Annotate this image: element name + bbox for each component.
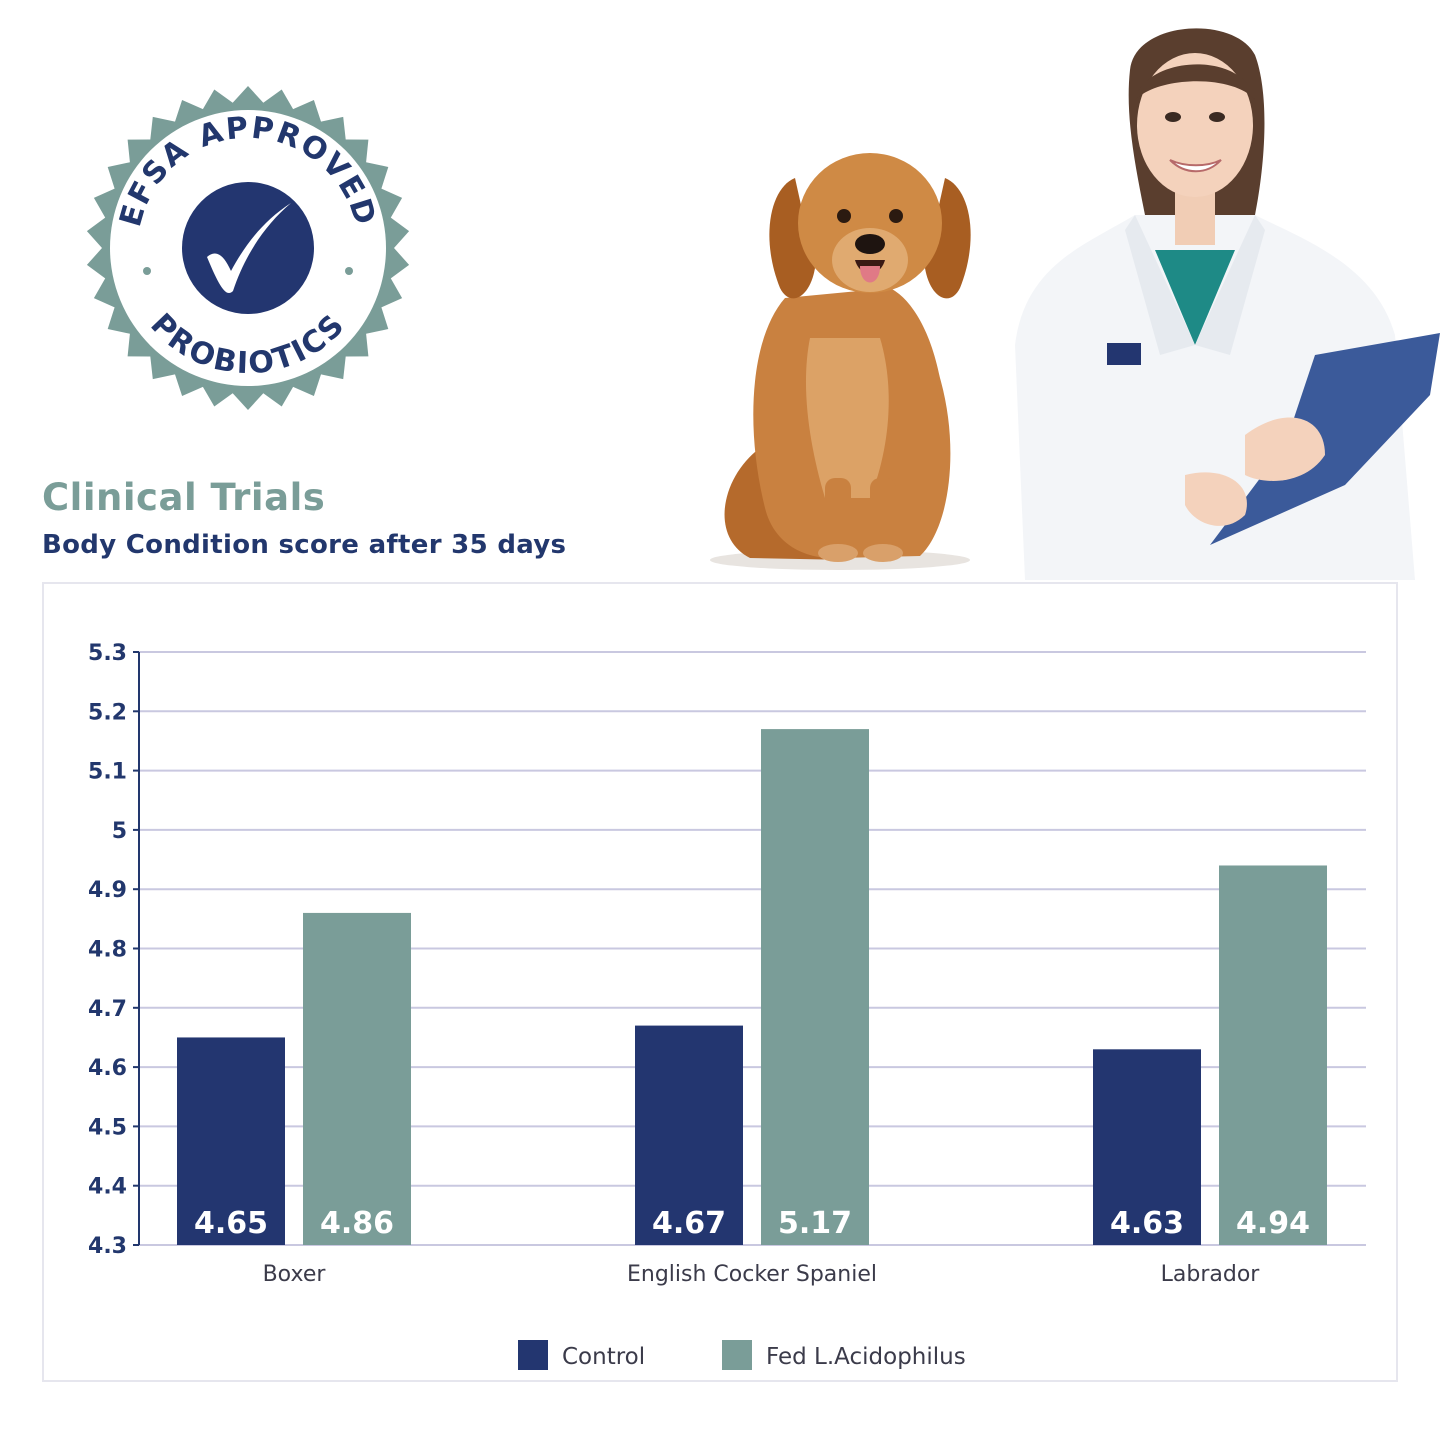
x-category-label: Boxer [263,1262,327,1287]
bar [303,912,411,1245]
bar [1093,1049,1201,1245]
bar-value-label: 4.86 [320,1206,394,1241]
chart-subtitle: Body Condition score after 35 days [42,530,567,560]
x-category-label: English Cocker Spaniel [627,1262,877,1287]
y-tick-label: 5 [112,819,127,844]
bar-value-label: 4.65 [194,1206,268,1241]
golden-retriever-image [710,153,971,570]
y-tick-label: 4.6 [88,1056,127,1081]
chart-title: Clinical Trials [42,476,326,519]
veterinarian-image [1015,28,1440,580]
y-tick-label: 4.9 [88,878,127,903]
bar-chart: 4.3 4.4 4.5 4.6 4.7 4.8 4.9 5 5.1 5.2 5.3 4.65 4.86 B… [88,641,1366,1370]
legend-label: Control [562,1344,645,1370]
bar [761,729,869,1245]
legend-swatch [722,1340,752,1370]
chart-panel: 4.3 4.4 4.5 4.6 4.7 4.8 4.9 5 5.1 5.2 5.3 4.65 4.86 B… [42,582,1398,1382]
legend-swatch [518,1340,548,1370]
y-tick-label: 5.2 [88,700,127,725]
y-tick-label: 4.3 [88,1234,127,1259]
legend-label: Fed L.Acidophilus [766,1344,966,1370]
y-tick-label: 4.4 [88,1175,127,1200]
bar-value-label: 4.67 [652,1206,726,1241]
bar-value-label: 4.94 [1236,1206,1310,1241]
x-category-label: Labrador [1161,1262,1261,1287]
y-tick-label: 5.3 [88,641,127,666]
y-tick-label: 5.1 [88,760,127,785]
y-tick-label: 4.8 [88,938,127,963]
bar [177,1037,285,1245]
y-tick-label: 4.5 [88,1115,127,1140]
bar-value-label: 5.17 [778,1206,852,1241]
y-tick-label: 4.7 [88,997,127,1022]
efsa-approved-badge: EFSA APPROVED PROBIOTICS [86,86,410,410]
checkmark-icon [207,203,291,294]
bar-value-label: 4.63 [1110,1206,1184,1241]
bar [1219,865,1327,1245]
bar [635,1025,743,1245]
